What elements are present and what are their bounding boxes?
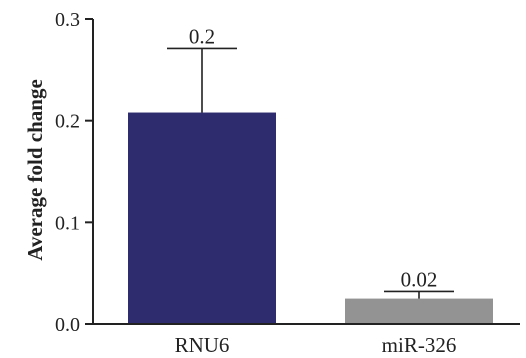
y-axis-label: Average fold change: [23, 79, 47, 261]
x-tick-label-2: miR-326: [382, 333, 457, 357]
bar-mir-326: [345, 298, 493, 324]
y-tick-label-4: 0.3: [55, 9, 80, 31]
data-label-1: 0.2: [189, 24, 215, 48]
y-tick-label-2: 0.1: [55, 212, 80, 234]
plot-area: 0.2 RNU6 0.02 miR-326 0.0 0.1 0.2 0.3: [55, 9, 520, 357]
bar-rnu6: [128, 112, 276, 325]
y-tick-label-3: 0.2: [55, 111, 80, 133]
x-tick-label-1: RNU6: [175, 333, 230, 357]
data-label-2: 0.02: [401, 267, 438, 291]
y-tick-label-1: 0.0: [55, 314, 80, 336]
